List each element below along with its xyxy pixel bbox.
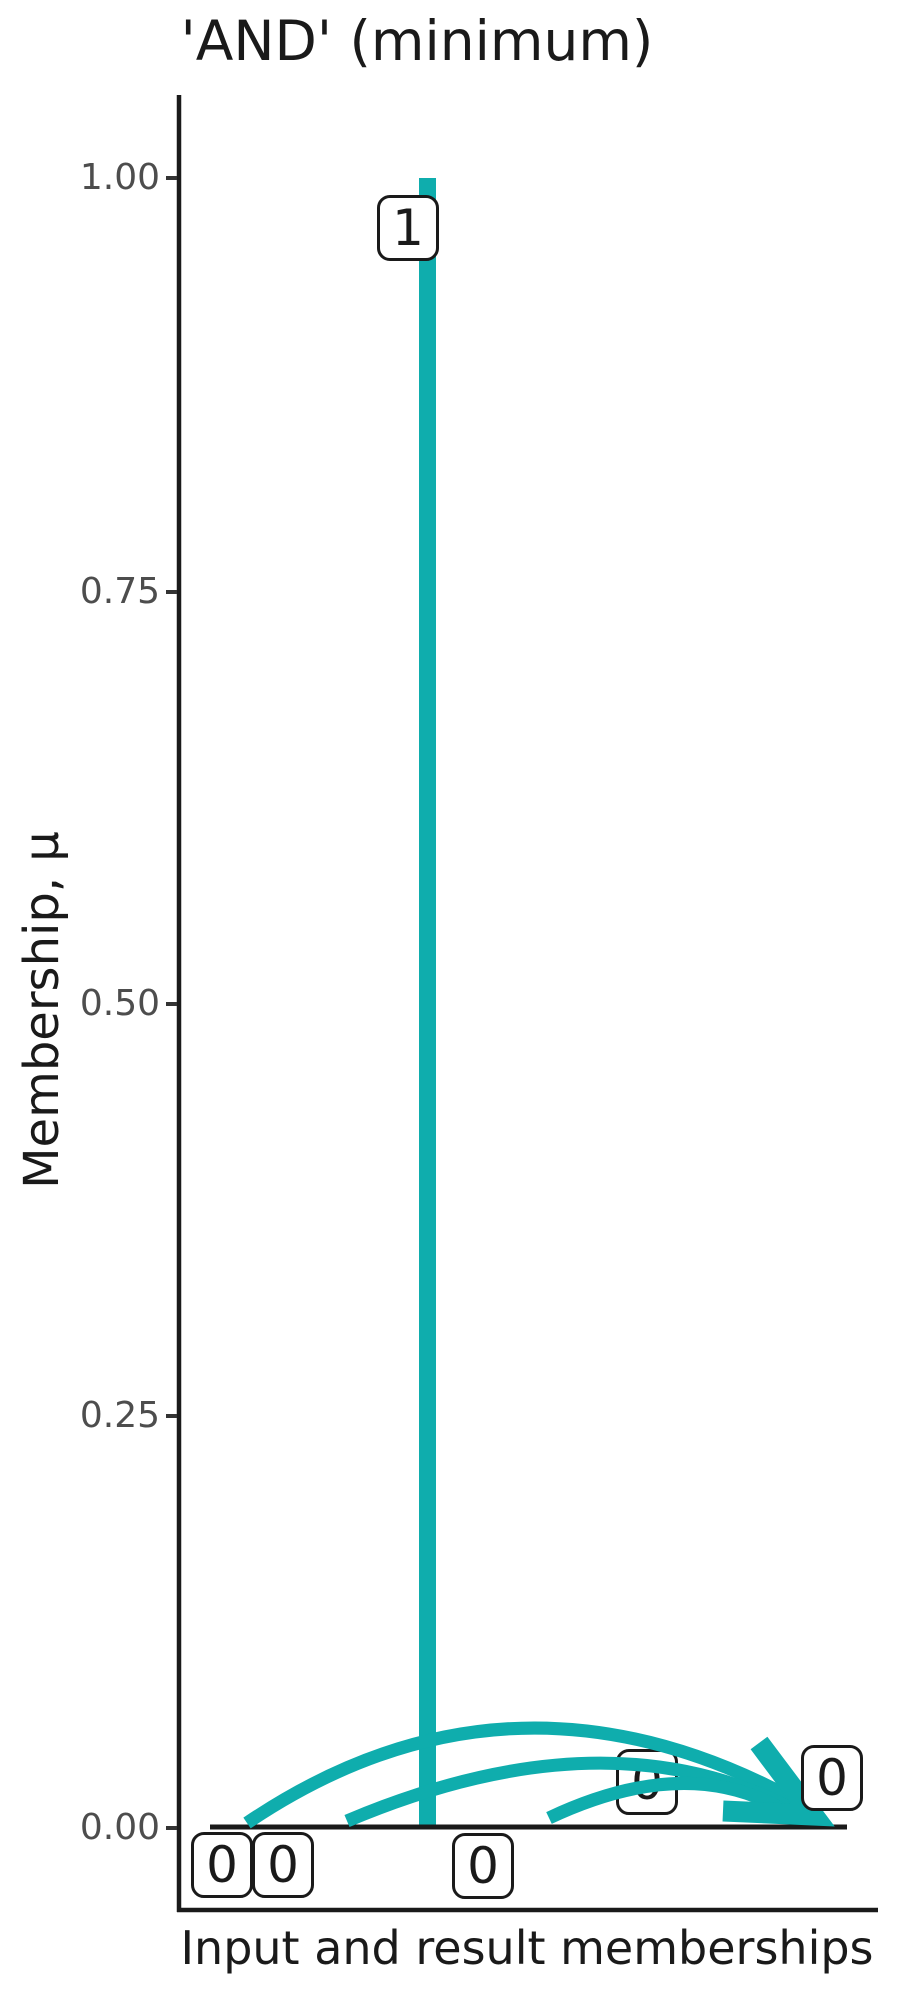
y-tick-label: 0.75 <box>79 571 160 612</box>
membership-value-box: 0 <box>252 1832 314 1898</box>
arrowhead-icon <box>722 1736 835 1827</box>
chart-title: 'AND' (minimum) <box>180 9 654 73</box>
membership-value-box: 0 <box>801 1745 863 1811</box>
membership-value-box: 1 <box>377 195 439 261</box>
y-tick-label: 1.00 <box>79 157 160 198</box>
membership-bar <box>419 178 436 1828</box>
y-tick-label: 0.50 <box>79 983 160 1024</box>
input-arrow-curve-1 <box>243 1721 810 1829</box>
membership-value-box: 0 <box>191 1832 253 1898</box>
membership-value-box: 0 <box>452 1833 514 1899</box>
input-arrow-curve-3 <box>546 1776 794 1824</box>
y-tick-label: 0.25 <box>79 1395 160 1436</box>
y-axis-tick-marks <box>166 176 177 1830</box>
y-tick-label: 0.00 <box>79 1807 160 1848</box>
x-axis-title: Input and result memberships <box>180 1921 874 1975</box>
